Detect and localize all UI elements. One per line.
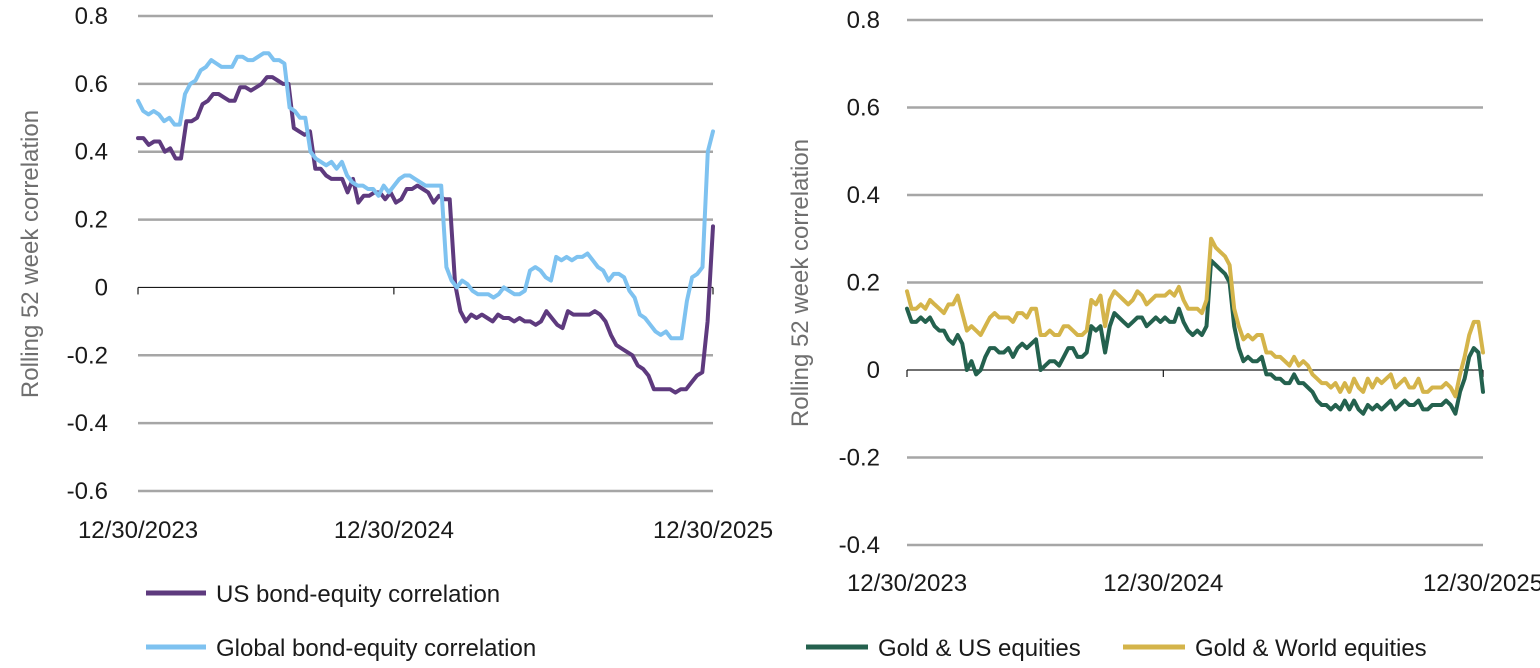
left-panel: 0.8 0.6 0.4 0.2 0 -0.2 -0.4 -0.6 12/30/2023 12/30… [17,3,773,662]
y-tick-label: 0.4 [75,139,108,166]
y-tick-label: -0.6 [67,478,108,505]
x-tick-label: 12/30/2024 [334,517,454,544]
series-line-2 [136,51,715,341]
y-axis-label: Rolling 52 week correlation [787,139,814,427]
x-tick-label: 12/30/2025 [1423,570,1540,597]
right-panel: 0.8 0.6 0.4 0.2 0 -0.2 -0.4 12/30/2023 12/30/202… [787,7,1540,662]
legend-label: Gold & US equities [878,635,1081,662]
x-tick-label: 12/30/2023 [847,570,967,597]
y-tick-label: -0.2 [839,445,880,472]
legend-label: Global bond-equity correlation [216,635,536,662]
y-tick-label: 0.8 [847,7,880,34]
y-tick-label: 0.2 [847,270,880,297]
legend-label: US bond-equity correlation [216,581,500,608]
x-tick-label: 12/30/2023 [78,517,198,544]
y-tick-label: 0.6 [75,71,108,98]
y-tick-label: 0.8 [75,3,108,30]
y-tick-label: 0.2 [75,207,108,234]
y-tick-label: -0.4 [67,410,108,437]
x-tick-label: 12/30/2024 [1103,570,1223,597]
y-tick-label: 0.4 [847,182,880,209]
x-tick-label: 12/30/2025 [653,517,773,544]
series-line-1 [905,258,1485,416]
y-tick-label: 0.6 [847,95,880,122]
legend-label: Gold & World equities [1195,635,1427,662]
series-line-2 [905,236,1485,399]
series-line-1 [136,75,715,395]
y-tick-label: 0 [95,274,108,301]
y-tick-label: -0.4 [839,532,880,559]
y-tick-label: 0 [867,357,880,384]
y-tick-label: -0.2 [67,342,108,369]
y-axis-label: Rolling 52 week correlation [17,110,44,398]
